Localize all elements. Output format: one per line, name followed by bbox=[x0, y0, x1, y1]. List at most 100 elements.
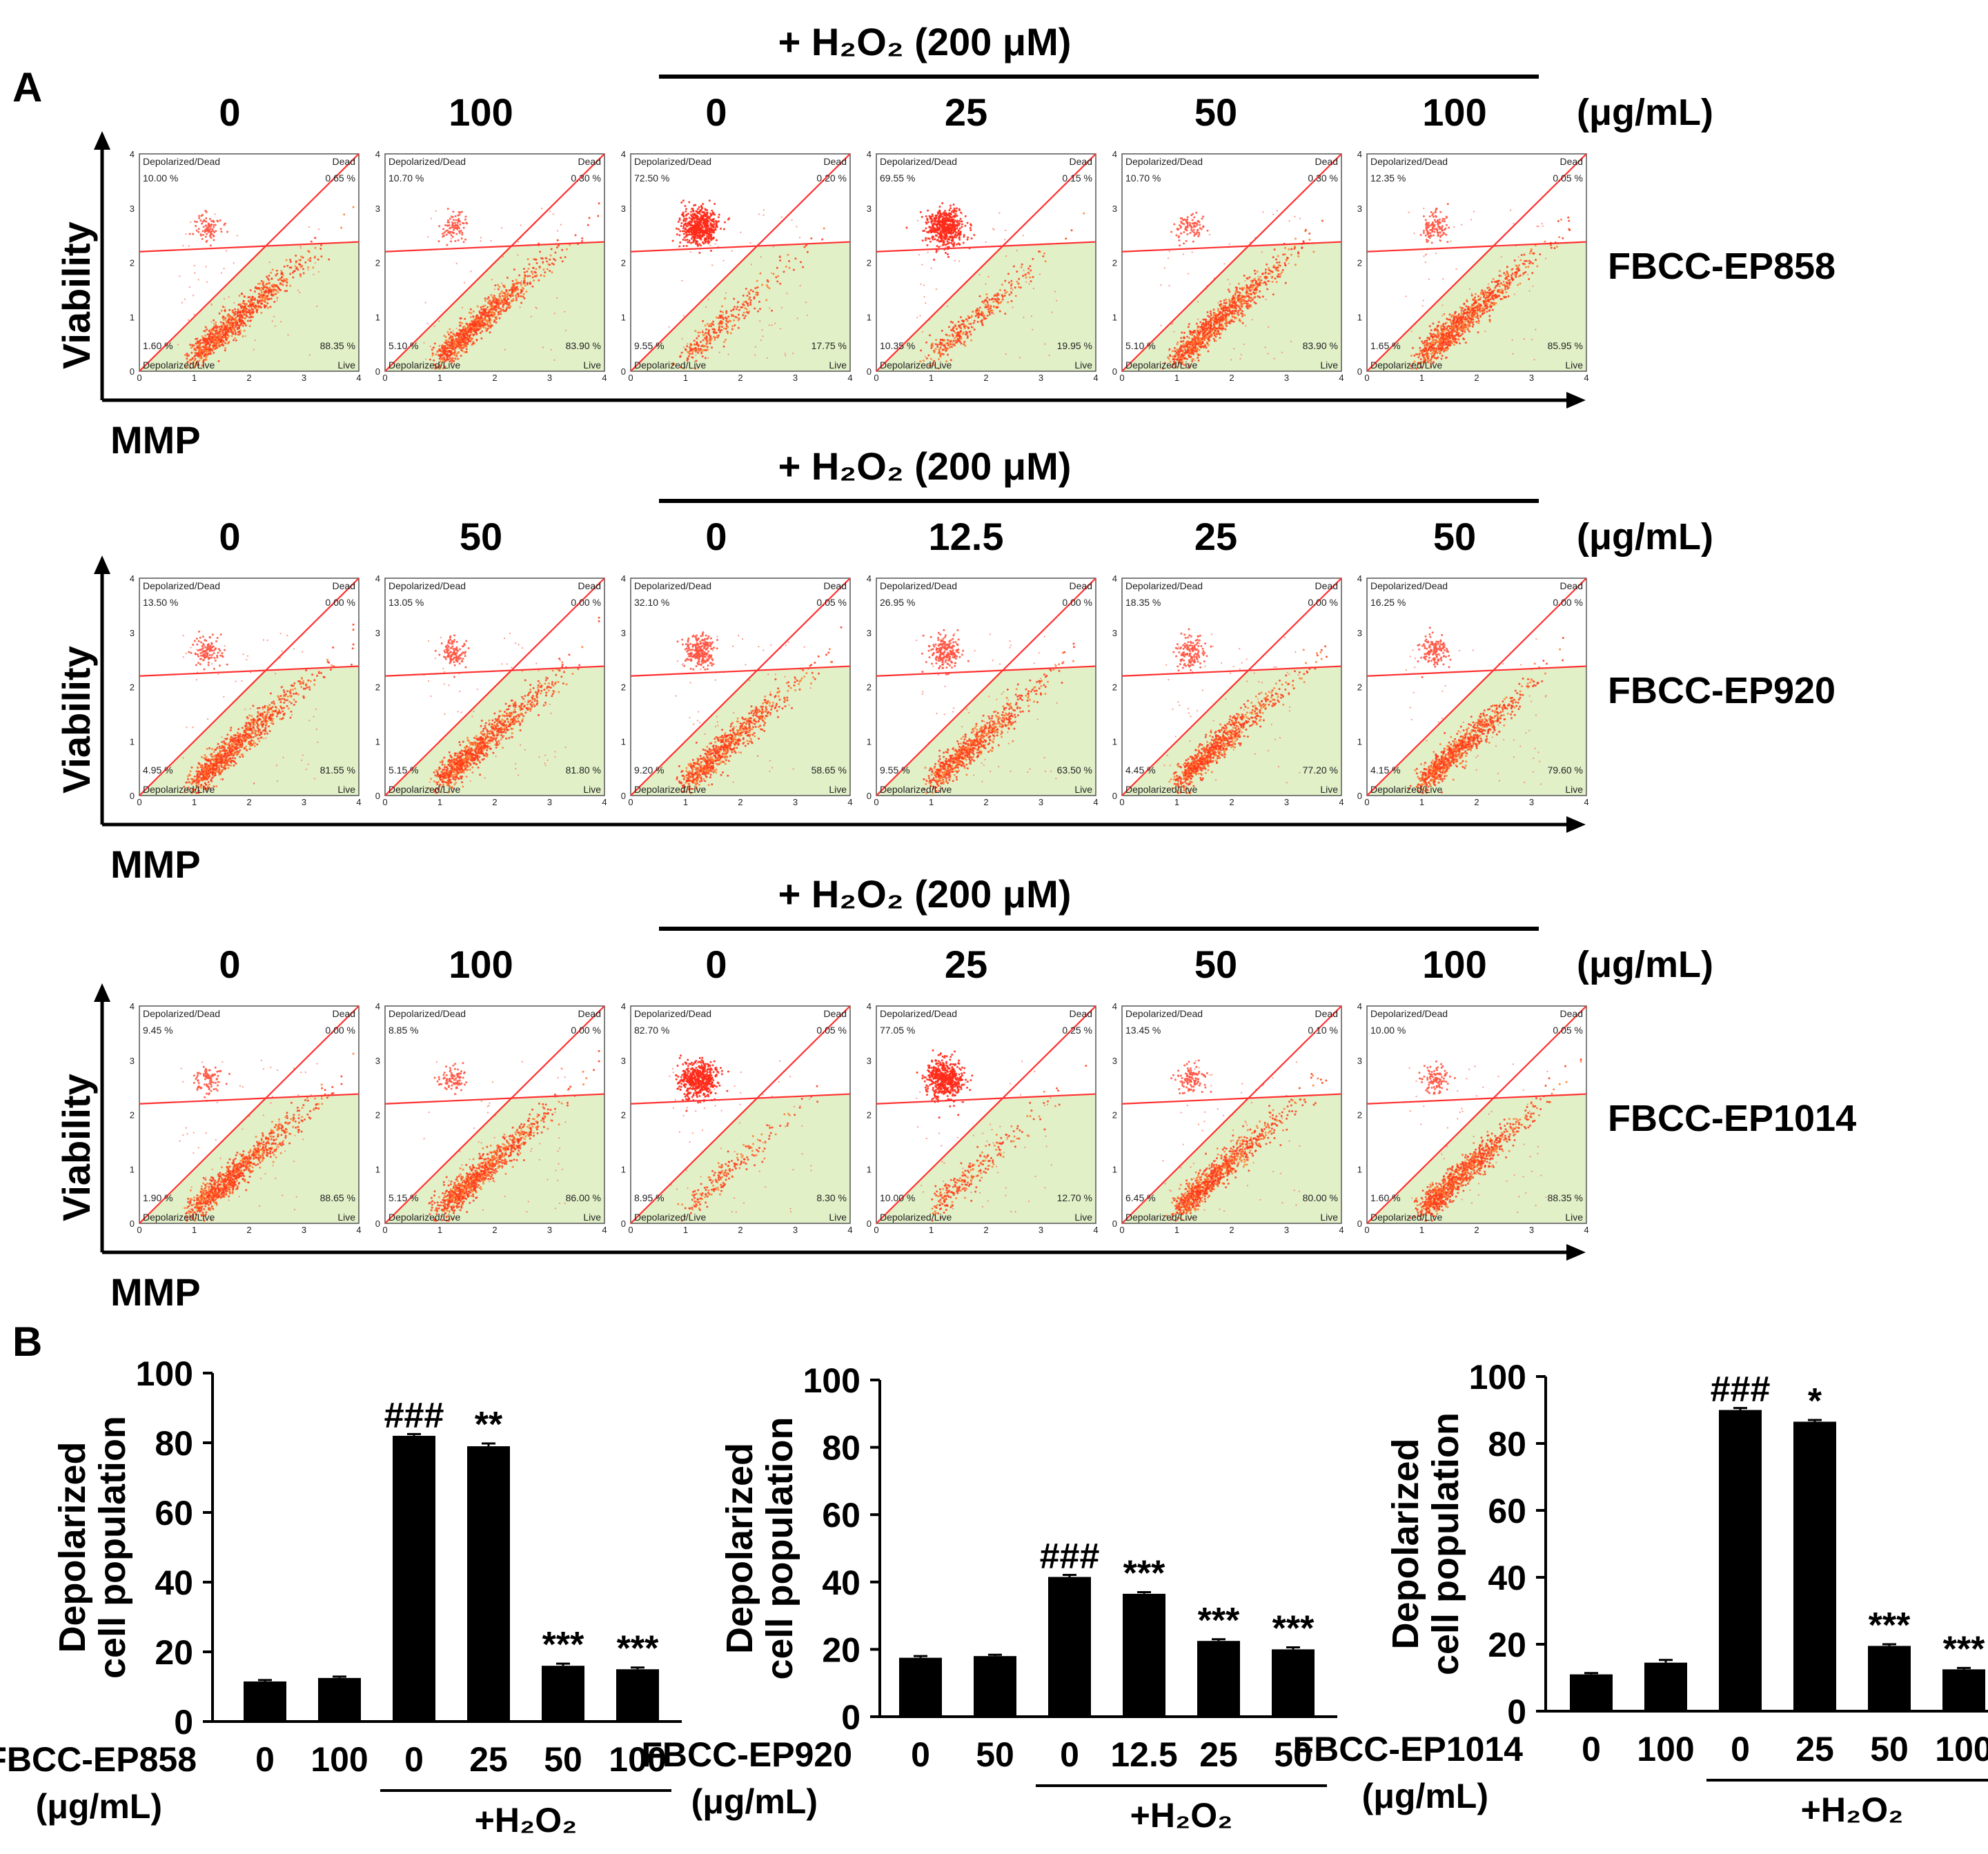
quadrant-value: 0.00 % bbox=[325, 597, 355, 608]
quadrant-name: Dead bbox=[1070, 580, 1092, 591]
x-tick-label: 2 bbox=[738, 797, 742, 807]
x-tick-label: 4 bbox=[1584, 373, 1588, 383]
y-tick-label: 3 bbox=[1357, 1056, 1362, 1066]
x-tick-label: 0 bbox=[255, 1740, 275, 1779]
quadrant-value: 17.75 % bbox=[811, 340, 847, 351]
quadrant-name: Depolarized/Dead bbox=[1125, 1008, 1203, 1019]
significance-label: *** bbox=[1943, 1629, 1985, 1669]
x-tick-label: 3 bbox=[302, 373, 306, 383]
quadrant-name: Dead bbox=[1315, 1008, 1338, 1019]
x-tick-label: 2 bbox=[983, 373, 988, 383]
y-tick-label: 0 bbox=[1112, 791, 1117, 801]
flow-scatter-plot: 00 1 1 2 2 3 3 4 4 Depolarized/Dead Dead Depolarize… bbox=[867, 1001, 1099, 1235]
x-tick-label: 0 bbox=[874, 373, 878, 383]
significance-label: *** bbox=[542, 1625, 584, 1665]
quadrant-value: 69.55 % bbox=[880, 172, 915, 184]
y-tick-label: 0 bbox=[841, 1698, 860, 1737]
y-tick-label: 80 bbox=[822, 1429, 860, 1468]
x-tick-label: 2 bbox=[1229, 1225, 1234, 1235]
quadrant-value: 0.05 % bbox=[1553, 172, 1583, 184]
quadrant-value: 18.35 % bbox=[1125, 597, 1161, 608]
x-tick-label: 0 bbox=[137, 797, 141, 807]
y-tick-label: 0 bbox=[621, 1219, 626, 1229]
quadrant-name: Live bbox=[1074, 1212, 1092, 1223]
x-tick-label: 25 bbox=[1795, 1730, 1834, 1768]
significance-label: *** bbox=[617, 1629, 659, 1669]
sample-label: FBCC-EP1014 bbox=[1293, 1730, 1524, 1768]
quadrant-name: Dead bbox=[1315, 156, 1338, 167]
y-tick-label: 1 bbox=[867, 1164, 872, 1174]
quadrant-value: 13.50 % bbox=[143, 597, 178, 608]
x-tick-label: 0 bbox=[1119, 373, 1124, 383]
bar bbox=[1868, 1646, 1911, 1711]
quadrant-name: Depolarized/Live bbox=[1125, 359, 1197, 371]
x-tick-label: 12.5 bbox=[1110, 1735, 1177, 1774]
y-tick-label: 3 bbox=[621, 1056, 626, 1066]
quadrant-name: Live bbox=[1074, 359, 1092, 371]
flow-scatter-plot: 00 1 1 2 2 3 3 4 4 Depolarized/Dead Dead Depolarize… bbox=[621, 573, 853, 807]
live-region bbox=[139, 1094, 359, 1223]
x-tick-label: 3 bbox=[1284, 373, 1289, 383]
y-axis-label: Depolarized bbox=[719, 1443, 760, 1654]
y-tick-label: 3 bbox=[1112, 628, 1117, 638]
x-tick-label: 0 bbox=[1119, 797, 1124, 807]
live-region bbox=[385, 666, 604, 796]
quadrant-name: Depolarized/Dead bbox=[143, 156, 220, 167]
quadrant-value: 0.65 % bbox=[325, 172, 355, 184]
quadrant-name: Depolarized/Dead bbox=[1370, 156, 1448, 167]
quadrant-name: Depolarized/Live bbox=[634, 359, 706, 371]
bar bbox=[974, 1656, 1016, 1717]
y-tick-label: 80 bbox=[1488, 1425, 1526, 1463]
quadrant-name: Depolarized/Dead bbox=[880, 1008, 957, 1019]
quadrant-value: 32.10 % bbox=[634, 597, 669, 608]
bar bbox=[1123, 1593, 1165, 1717]
y-axis-label: Depolarized bbox=[52, 1441, 93, 1653]
quadrant-value: 12.35 % bbox=[1370, 172, 1406, 184]
y-tick-label: 0 bbox=[130, 1219, 135, 1229]
y-tick-label: 3 bbox=[130, 628, 135, 638]
quadrant-value: 0.00 % bbox=[1553, 597, 1583, 608]
quadrant-value: 0.00 % bbox=[1308, 597, 1338, 608]
x-tick-label: 0 bbox=[1582, 1730, 1601, 1768]
quadrant-value: 81.55 % bbox=[320, 765, 355, 776]
quadrant-value: 8.30 % bbox=[816, 1192, 847, 1203]
y-tick-label: 20 bbox=[155, 1633, 193, 1672]
dose-label: 50 bbox=[1194, 943, 1238, 986]
y-tick-label: 1 bbox=[1112, 1164, 1117, 1174]
x-tick-label: 0 bbox=[628, 797, 633, 807]
y-tick-label: 0 bbox=[375, 1219, 380, 1229]
quadrant-value: 4.15 % bbox=[1370, 765, 1401, 776]
x-tick-label: 4 bbox=[602, 1225, 607, 1235]
quadrant-value: 10.00 % bbox=[143, 172, 178, 184]
y-tick-label: 1 bbox=[621, 312, 626, 322]
quadrant-name: Live bbox=[829, 1212, 847, 1223]
y-tick-label: 4 bbox=[867, 149, 872, 159]
treatment-header: + H₂O₂ (200 μM) bbox=[778, 20, 1072, 63]
flow-scatter-plot: 00 1 1 2 2 3 3 4 4 Depolarized/Dead Dead Depolarize… bbox=[1357, 573, 1589, 807]
x-tick-label: 2 bbox=[983, 1225, 988, 1235]
y-tick-label: 4 bbox=[1357, 149, 1362, 159]
x-tick-label: 1 bbox=[929, 797, 934, 807]
y-tick-label: 1 bbox=[1357, 736, 1362, 747]
quadrant-value: 1.65 % bbox=[1370, 340, 1401, 351]
sample-label: FBCC-EP1014 bbox=[1608, 1098, 1857, 1139]
quadrant-value: 82.70 % bbox=[634, 1025, 669, 1036]
y-tick-label: 4 bbox=[130, 149, 135, 159]
y-tick-label: 3 bbox=[375, 204, 380, 214]
y-tick-label: 2 bbox=[621, 1110, 626, 1121]
x-axis-label: MMP bbox=[110, 1270, 201, 1314]
y-tick-label: 3 bbox=[130, 204, 135, 214]
x-tick-label: 2 bbox=[1474, 373, 1479, 383]
y-tick-label: 0 bbox=[867, 1219, 872, 1229]
bar bbox=[393, 1435, 435, 1722]
quadrant-name: Live bbox=[1320, 359, 1338, 371]
bar bbox=[1272, 1649, 1315, 1717]
quadrant-name: Depolarized/Live bbox=[1370, 784, 1442, 795]
x-tick-label: 3 bbox=[793, 1225, 798, 1235]
x-tick-label: 1 bbox=[683, 373, 688, 383]
y-tick-label: 2 bbox=[1357, 258, 1362, 268]
unit-label: (μg/mL) bbox=[36, 1787, 162, 1826]
y-tick-label: 3 bbox=[1112, 204, 1117, 214]
x-tick-label: 3 bbox=[547, 1225, 552, 1235]
significance-label: *** bbox=[1869, 1606, 1911, 1646]
